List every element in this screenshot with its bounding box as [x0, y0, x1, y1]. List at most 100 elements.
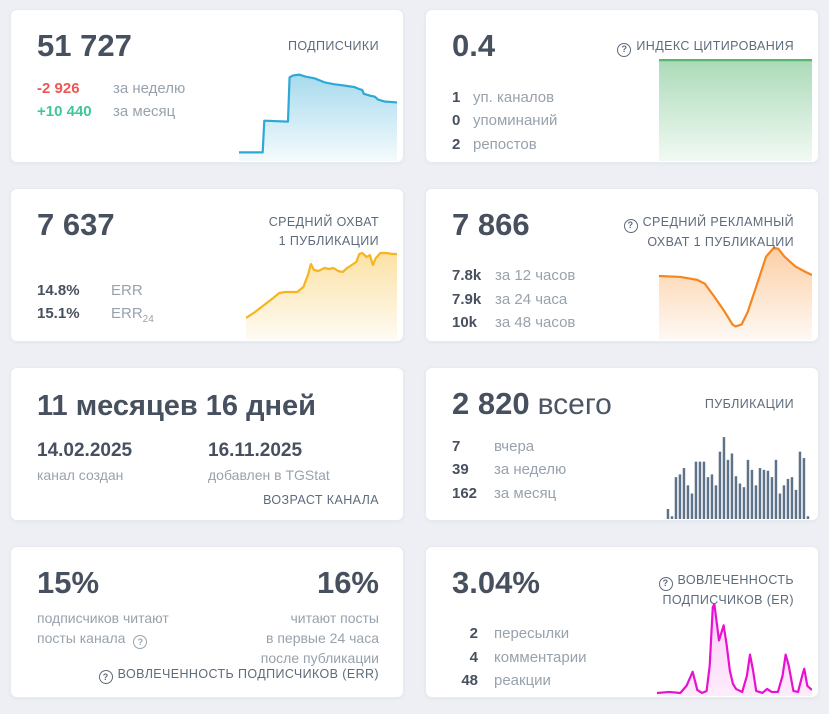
reach-12h-label: за 12 часов — [495, 267, 576, 285]
card-avg-post-reach: 7 637 СРЕДНИЙ ОХВАТ 1 ПУБЛИКАЦИИ 14.8% E… — [10, 188, 404, 342]
ad-reach-title-line1-text: СРЕДНИЙ РЕКЛАМНЫЙ — [642, 215, 794, 229]
card-title-er: ? ВОВЛЕЧЕННОСТЬ ПОДПИСЧИКОВ (ER) — [658, 565, 794, 610]
subscribers-value: 51 727 — [37, 28, 132, 63]
err-24h-readers-value: 16% — [316, 565, 379, 600]
err-readers-caption-line2-text: посты канала — [37, 629, 126, 646]
err-readers-block: 15% подписчиков читают посты канала ? — [37, 565, 169, 668]
err24-value: 15.1% — [37, 305, 80, 323]
mentions-label: упоминаний — [473, 112, 558, 130]
help-icon[interactable]: ? — [98, 670, 113, 684]
posts-week-label: за неделю — [494, 461, 567, 478]
stat-err: 14.8% ERR — [37, 279, 379, 303]
card-channel-age: 11 месяцев 16 дней 14.02.2025 канал созд… — [10, 367, 404, 521]
comments-value: 4 — [469, 648, 478, 666]
monthly-change-label: за месяц — [113, 103, 176, 121]
ad-reach-title-line1: ? СРЕДНИЙ РЕКЛАМНЫЙ — [623, 213, 794, 233]
err-value: 14.8% — [37, 281, 80, 299]
reach-48h-value: 10k — [452, 314, 478, 332]
stat-comments: 4 комментарии — [452, 646, 794, 670]
stat-mentioning-channels: 1 уп. каналов — [452, 86, 794, 110]
publications-total-suffix: всего — [537, 388, 612, 421]
stat-forwards: 2 пересылки — [452, 622, 794, 646]
err-24h-caption-line3: после публикации — [260, 649, 379, 666]
weekly-change-value: -2 926 — [37, 79, 80, 97]
weekly-change-label: за неделю — [113, 79, 186, 97]
stat-posts-month: 162 за месяц — [452, 482, 794, 506]
stat-reactions: 48 реакции — [452, 669, 794, 693]
err24-label-subscript: 24 — [142, 314, 154, 326]
forwards-label: пересылки — [494, 625, 570, 643]
added-date-label: добавлен в TGStat — [208, 467, 330, 483]
err-readers-caption-line2: посты канала ? — [37, 628, 169, 649]
card-avg-ad-reach: 7 866 ? СРЕДНИЙ РЕКЛАМНЫЙ ОХВАТ 1 ПУБЛИКА… — [425, 188, 819, 342]
channel-age-value: 11 месяцев 16 дней — [37, 390, 316, 422]
help-icon[interactable]: ? — [133, 634, 148, 649]
err-label: ERR — [111, 281, 143, 299]
card-er: 3.04% ? ВОВЛЕЧЕННОСТЬ ПОДПИСЧИКОВ (ER) 2 … — [425, 546, 819, 698]
date-added-tgstat: 16.11.2025 добавлен в TGStat — [208, 440, 379, 483]
mentions-value: 0 — [452, 112, 461, 130]
reach-24h-label: за 24 часа — [495, 290, 568, 308]
reach-48h-label: за 48 часов — [495, 314, 576, 332]
ad-reach-title-line2: ОХВАТ 1 ПУБЛИКАЦИИ — [647, 234, 794, 249]
avg-reach-title-line1: СРЕДНИЙ ОХВАТ — [268, 215, 379, 229]
card-title-citation-index: ? ИНДЕКС ЦИТИРОВАНИЯ — [617, 28, 794, 57]
reposts-label: репостов — [473, 135, 537, 153]
card-title-ad-reach: ? СРЕДНИЙ РЕКЛАМНЫЙ ОХВАТ 1 ПУБЛИКАЦИИ — [623, 207, 794, 252]
stats-grid: 51 727 ПОДПИСЧИКИ -2 926 за неделю +10 4… — [10, 9, 819, 698]
posts-yesterday-label: вчера — [494, 437, 535, 455]
ad-reach-value: 7 866 — [452, 207, 530, 242]
reposts-value: 2 — [452, 135, 461, 153]
er-title-line2: ПОДПИСЧИКОВ (ER) — [662, 592, 794, 607]
citation-index-title-text: ИНДЕКС ЦИТИРОВАНИЯ — [636, 39, 794, 53]
err-24h-readers-caption: читают посты в первые 24 часа после публ… — [261, 608, 379, 668]
err24-label-text: ERR — [111, 305, 143, 323]
comments-label: комментарии — [494, 648, 587, 666]
publications-total-value: 2 820 — [452, 386, 530, 421]
er-value: 3.04% — [452, 565, 540, 600]
monthly-change-value: +10 440 — [37, 103, 92, 121]
added-date-value: 16.11.2025 — [208, 440, 303, 461]
stat-reach-12h: 7.8k за 12 часов — [452, 264, 794, 288]
card-title-channel-age: ВОЗРАСТ КАНАЛА — [263, 493, 379, 507]
stat-mentions: 0 упоминаний — [452, 109, 794, 133]
help-icon[interactable]: ? — [623, 218, 638, 233]
er-title-line1: ? ВОВЛЕЧЕННОСТЬ — [658, 571, 794, 591]
avg-reach-title-line2: 1 ПУБЛИКАЦИИ — [278, 234, 379, 249]
date-created: 14.02.2025 канал создан — [37, 440, 208, 483]
publications-value-line: 2 820 всего — [452, 386, 612, 423]
stat-weekly-change: -2 926 за неделю — [37, 77, 379, 101]
mentioning-channels-label: уп. каналов — [473, 88, 555, 106]
avg-reach-value: 7 637 — [37, 207, 115, 242]
created-date-value: 14.02.2025 — [37, 440, 133, 461]
card-title-err: ? ВОВЛЕЧЕННОСТЬ ПОДПИСЧИКОВ (ERR) — [98, 667, 379, 684]
err-footer-text: ВОВЛЕЧЕННОСТЬ ПОДПИСЧИКОВ (ERR) — [117, 667, 379, 681]
posts-month-label: за месяц — [494, 484, 557, 502]
er-title-line1-text: ВОВЛЕЧЕННОСТЬ — [677, 573, 794, 587]
reach-24h-value: 7.9k — [452, 290, 482, 308]
stat-reach-48h: 10k за 48 часов — [452, 311, 794, 335]
citation-index-value: 0.4 — [452, 28, 496, 63]
help-icon[interactable]: ? — [617, 42, 632, 57]
help-icon[interactable]: ? — [658, 576, 673, 591]
stat-posts-yesterday: 7 вчера — [452, 435, 794, 459]
mentioning-channels-value: 1 — [452, 88, 461, 106]
card-citation-index: 0.4 ? ИНДЕКС ЦИТИРОВАНИЯ 1 уп. каналов 0 … — [425, 9, 819, 163]
posts-yesterday-value: 7 — [452, 437, 461, 455]
err-readers-caption-line1: подписчиков читают — [37, 609, 169, 626]
card-title-publications: ПУБЛИКАЦИИ — [704, 397, 794, 411]
err-readers-value: 15% — [37, 565, 100, 600]
err24-label: ERR24 — [111, 302, 154, 332]
stat-posts-week: 39 за неделю — [452, 458, 794, 482]
err-readers-caption: подписчиков читают посты канала ? — [37, 608, 169, 649]
card-publications: 2 820 всего ПУБЛИКАЦИИ 7 вчера 39 за неде… — [425, 367, 819, 521]
err-24h-caption-line1: читают посты — [290, 609, 380, 626]
reach-12h-value: 7.8k — [452, 267, 482, 285]
stat-monthly-change: +10 440 за месяц — [37, 100, 379, 124]
card-err: 15% подписчиков читают посты канала ? 16… — [10, 546, 404, 698]
posts-month-value: 162 — [452, 484, 478, 502]
stat-reposts: 2 репостов — [452, 133, 794, 157]
card-title-avg-reach: СРЕДНИЙ ОХВАТ 1 ПУБЛИКАЦИИ — [269, 207, 379, 252]
card-subscribers: 51 727 ПОДПИСЧИКИ -2 926 за неделю +10 4… — [10, 9, 404, 163]
reactions-label: реакции — [494, 672, 551, 690]
